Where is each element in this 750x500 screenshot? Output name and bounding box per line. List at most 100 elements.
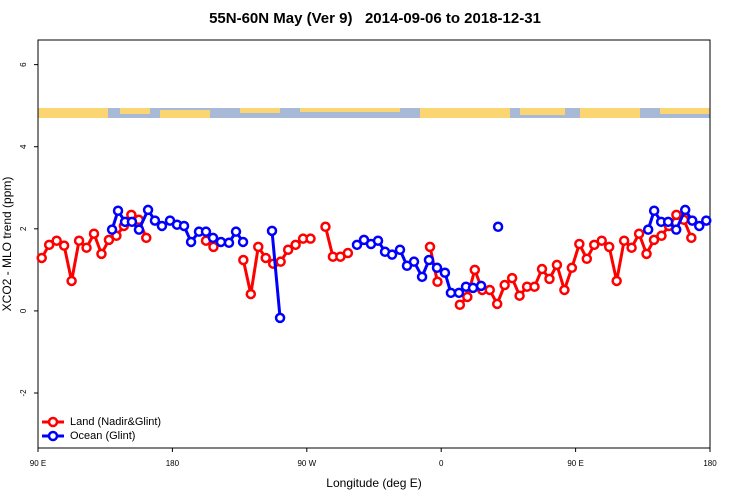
data-point [51,235,62,246]
data-point [282,244,294,255]
y-axis-label: XCO2 - MLO trend (ppm) [0,177,14,312]
data-point [215,236,227,248]
data-point [462,291,473,303]
data-point [238,254,249,266]
data-point [566,262,578,274]
data-point [618,235,630,246]
x-tick-label: 90 E [567,459,583,468]
data-point [223,237,235,249]
data-point [506,272,518,284]
data-point [581,253,593,265]
data-point [416,271,428,283]
data-point [96,248,107,260]
data-point [701,215,712,226]
data-point [156,220,168,232]
data-point [662,216,674,228]
y-tick-label: -2 [19,389,28,397]
data-point [432,276,443,288]
x-tick-label: 0 [439,459,444,468]
data-point [453,287,465,299]
data-point [43,239,55,251]
data-point [686,215,698,226]
data-point [544,273,555,285]
data-point [492,221,504,233]
data-point [633,228,645,239]
x-tick-label: 90 E [30,459,46,468]
data-point [142,204,154,216]
y-tick-label: 4 [19,144,28,149]
data-point [351,239,363,251]
data-point [386,249,398,260]
data-point [245,288,257,300]
data-point [88,228,100,239]
data-point [439,267,451,278]
legend-label: Land (Nadir&Glint) [70,416,161,428]
data-point [305,233,316,244]
data-point [642,224,654,235]
data-point [133,224,145,235]
data-point [106,224,118,235]
data-point [475,280,487,292]
data-point [551,259,563,271]
data-point [671,224,682,235]
data-point [112,205,124,217]
data-point [648,234,660,246]
data-point [342,247,354,259]
data-point [200,226,212,237]
data-point [81,242,92,253]
data-point [237,236,249,248]
chart-title: 55N-60N May (Ver 9) 2014-09-06 to 2018-1… [209,10,541,27]
data-point [185,236,197,248]
data-point [469,264,481,276]
data-point [103,234,115,246]
data-point [260,252,271,264]
data-point [274,312,286,324]
data-point [671,209,682,221]
data-point [230,226,242,237]
y-tick-label: 2 [19,226,28,231]
data-point [559,284,570,296]
x-tick-label: 180 [703,459,717,468]
data-point [408,256,420,267]
data-point [536,263,548,275]
data-point [574,238,585,250]
data-point [641,248,652,260]
data-point [445,287,457,299]
legend-marker [47,430,59,442]
data-point [253,241,264,253]
data-point [423,254,435,266]
x-axis-label: Longitude (deg E) [326,476,421,490]
data-point [141,232,152,244]
data-point [611,275,622,287]
data-point [648,205,660,217]
data-point [454,299,466,310]
data-point [431,262,443,274]
map-strip [38,108,710,118]
data-point [589,239,600,251]
data-point [73,235,85,246]
legend-marker [47,416,59,428]
data-point [126,216,138,228]
x-tick-label: 180 [166,459,180,468]
data-point [467,282,479,294]
data-point [603,241,615,253]
data-point [320,221,331,233]
data-point [491,298,503,310]
data-point [36,252,47,264]
data-point [290,239,301,251]
data-point [529,281,540,292]
x-tick-label: 90 W [297,459,316,468]
data-point [266,225,278,237]
plot-frame [37,39,711,449]
data-point [656,230,667,242]
data-point [499,279,510,291]
data-point [58,240,70,251]
data-point [66,275,77,287]
data-point [394,244,406,255]
data-point [275,256,286,267]
legend-label: Ocean (Glint) [70,430,135,442]
data-point [207,232,219,244]
data-point [679,204,691,216]
